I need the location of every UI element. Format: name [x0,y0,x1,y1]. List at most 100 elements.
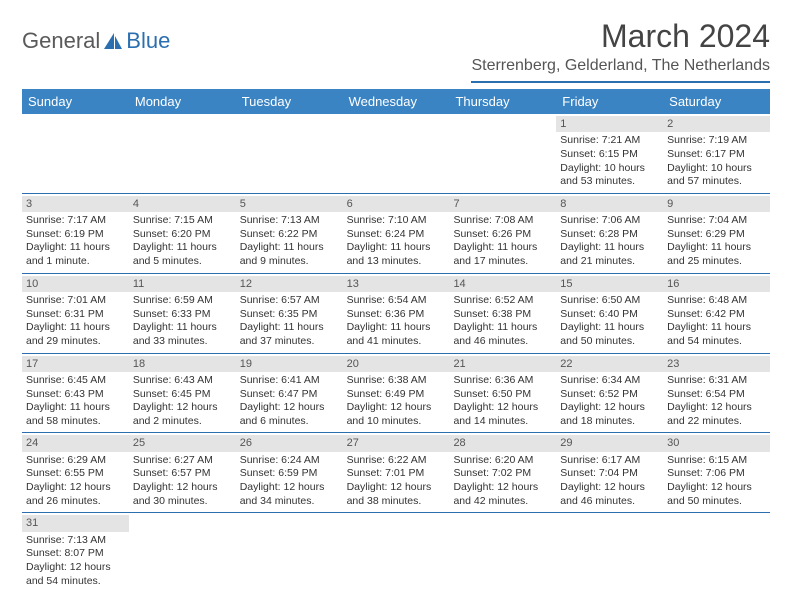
sunset-text: Sunset: 6:43 PM [26,388,125,402]
daylight-text: Daylight: 12 hours and 30 minutes. [133,481,232,508]
daylight-text: Daylight: 11 hours and 21 minutes. [560,241,659,268]
sail-icon [102,31,124,51]
day-number: 12 [236,276,343,292]
sunrise-text: Sunrise: 6:17 AM [560,454,659,468]
sunrise-text: Sunrise: 6:59 AM [133,294,232,308]
day-header-cell: Monday [129,89,236,114]
sunset-text: Sunset: 6:31 PM [26,308,125,322]
daylight-text: Daylight: 12 hours and 50 minutes. [667,481,766,508]
calendar-cell: 6Sunrise: 7:10 AMSunset: 6:24 PMDaylight… [343,194,450,273]
daylight-text: Daylight: 10 hours and 53 minutes. [560,162,659,189]
sunrise-text: Sunrise: 6:20 AM [453,454,552,468]
day-number: 16 [663,276,770,292]
sunset-text: Sunset: 6:47 PM [240,388,339,402]
day-header-cell: Sunday [22,89,129,114]
calendar-cell: 1Sunrise: 7:21 AMSunset: 6:15 PMDaylight… [556,114,663,193]
calendar-week: 3Sunrise: 7:17 AMSunset: 6:19 PMDaylight… [22,194,770,274]
sunset-text: Sunset: 6:29 PM [667,228,766,242]
sunset-text: Sunset: 7:02 PM [453,467,552,481]
sunset-text: Sunset: 6:19 PM [26,228,125,242]
calendar-cell: 8Sunrise: 7:06 AMSunset: 6:28 PMDaylight… [556,194,663,273]
sunrise-text: Sunrise: 6:45 AM [26,374,125,388]
day-number: 10 [22,276,129,292]
sunrise-text: Sunrise: 6:52 AM [453,294,552,308]
sunset-text: Sunset: 6:35 PM [240,308,339,322]
calendar-cell: 9Sunrise: 7:04 AMSunset: 6:29 PMDaylight… [663,194,770,273]
sunset-text: Sunset: 6:28 PM [560,228,659,242]
day-number: 27 [343,435,450,451]
calendar-cell: 16Sunrise: 6:48 AMSunset: 6:42 PMDayligh… [663,274,770,353]
calendar-cell: 29Sunrise: 6:17 AMSunset: 7:04 PMDayligh… [556,433,663,512]
day-number: 7 [449,196,556,212]
calendar-cell: 13Sunrise: 6:54 AMSunset: 6:36 PMDayligh… [343,274,450,353]
sunrise-text: Sunrise: 6:43 AM [133,374,232,388]
sunrise-text: Sunrise: 7:15 AM [133,214,232,228]
day-number: 11 [129,276,236,292]
daylight-text: Daylight: 11 hours and 33 minutes. [133,321,232,348]
daylight-text: Daylight: 12 hours and 14 minutes. [453,401,552,428]
calendar-cell: 5Sunrise: 7:13 AMSunset: 6:22 PMDaylight… [236,194,343,273]
day-number: 6 [343,196,450,212]
calendar-cell: 10Sunrise: 7:01 AMSunset: 6:31 PMDayligh… [22,274,129,353]
daylight-text: Daylight: 11 hours and 13 minutes. [347,241,446,268]
calendar-cell [236,513,343,592]
sunset-text: Sunset: 6:59 PM [240,467,339,481]
sunset-text: Sunset: 6:55 PM [26,467,125,481]
sunset-text: Sunset: 6:52 PM [560,388,659,402]
day-number: 26 [236,435,343,451]
daylight-text: Daylight: 11 hours and 41 minutes. [347,321,446,348]
calendar-cell [236,114,343,193]
calendar-week: 1Sunrise: 7:21 AMSunset: 6:15 PMDaylight… [22,114,770,194]
day-number: 8 [556,196,663,212]
logo-text-1: General [22,28,100,54]
day-number: 15 [556,276,663,292]
calendar-cell: 31Sunrise: 7:13 AMSunset: 8:07 PMDayligh… [22,513,129,592]
day-number: 28 [449,435,556,451]
day-number: 29 [556,435,663,451]
calendar-week: 10 Sunrise: 7:01 AMSunset: 6:31 PM Dayligh… [22,274,770,354]
sunrise-text: Sunrise: 7:01 AM [26,294,125,308]
day-number: 9 [663,196,770,212]
sunrise-text: Sunrise: 6:24 AM [240,454,339,468]
sunrise-text: Sunrise: 6:31 AM [667,374,766,388]
sunrise-text: Sunrise: 7:19 AM [667,134,766,148]
calendar-cell: 19Sunrise: 6:41 AMSunset: 6:47 PMDayligh… [236,354,343,433]
sunset-text: Sunset: 6:20 PM [133,228,232,242]
day-number: 19 [236,356,343,372]
calendar-cell: 18Sunrise: 6:43 AMSunset: 6:45 PMDayligh… [129,354,236,433]
daylight-text: Daylight: 12 hours and 42 minutes. [453,481,552,508]
sunset-text: Sunset: 6:45 PM [133,388,232,402]
calendar-cell [129,513,236,592]
logo: General Blue [22,28,170,54]
calendar-cell: 26Sunrise: 6:24 AMSunset: 6:59 PMDayligh… [236,433,343,512]
sunset-text: Sunset: 8:07 PM [26,547,125,561]
sunset-text: Sunset: 6:24 PM [347,228,446,242]
calendar-cell [22,114,129,193]
daylight-text: Daylight: 11 hours and 9 minutes. [240,241,339,268]
day-number: 17 [22,356,129,372]
sunrise-text: Sunrise: 6:36 AM [453,374,552,388]
sunset-text: Sunset: 7:06 PM [667,467,766,481]
day-number: 14 [449,276,556,292]
calendar-cell: 7Sunrise: 7:08 AMSunset: 6:26 PMDaylight… [449,194,556,273]
sunset-text: Sunset: 6:36 PM [347,308,446,322]
sunrise-text: Sunrise: 7:13 AM [240,214,339,228]
sunrise-text: Sunrise: 6:15 AM [667,454,766,468]
day-number: 31 [22,515,129,531]
sunset-text: Sunset: 6:17 PM [667,148,766,162]
calendar-cell: 24Sunrise: 6:29 AMSunset: 6:55 PMDayligh… [22,433,129,512]
day-number: 13 [343,276,450,292]
daylight-text: Daylight: 12 hours and 2 minutes. [133,401,232,428]
daylight-text: Daylight: 11 hours and 46 minutes. [453,321,552,348]
calendar-cell [343,114,450,193]
sunrise-text: Sunrise: 6:34 AM [560,374,659,388]
sunrise-text: Sunrise: 7:17 AM [26,214,125,228]
daylight-text: Daylight: 12 hours and 26 minutes. [26,481,125,508]
day-header-cell: Tuesday [236,89,343,114]
page-title: March 2024 [471,18,770,55]
calendar-cell: 28 Sunrise: 6:20 AMSunset: 7:02 PMDayligh… [449,433,556,512]
day-number: 1 [556,116,663,132]
calendar-cell [449,513,556,592]
sunrise-text: Sunrise: 6:22 AM [347,454,446,468]
calendar-cell: 4Sunrise: 7:15 AMSunset: 6:20 PMDaylight… [129,194,236,273]
